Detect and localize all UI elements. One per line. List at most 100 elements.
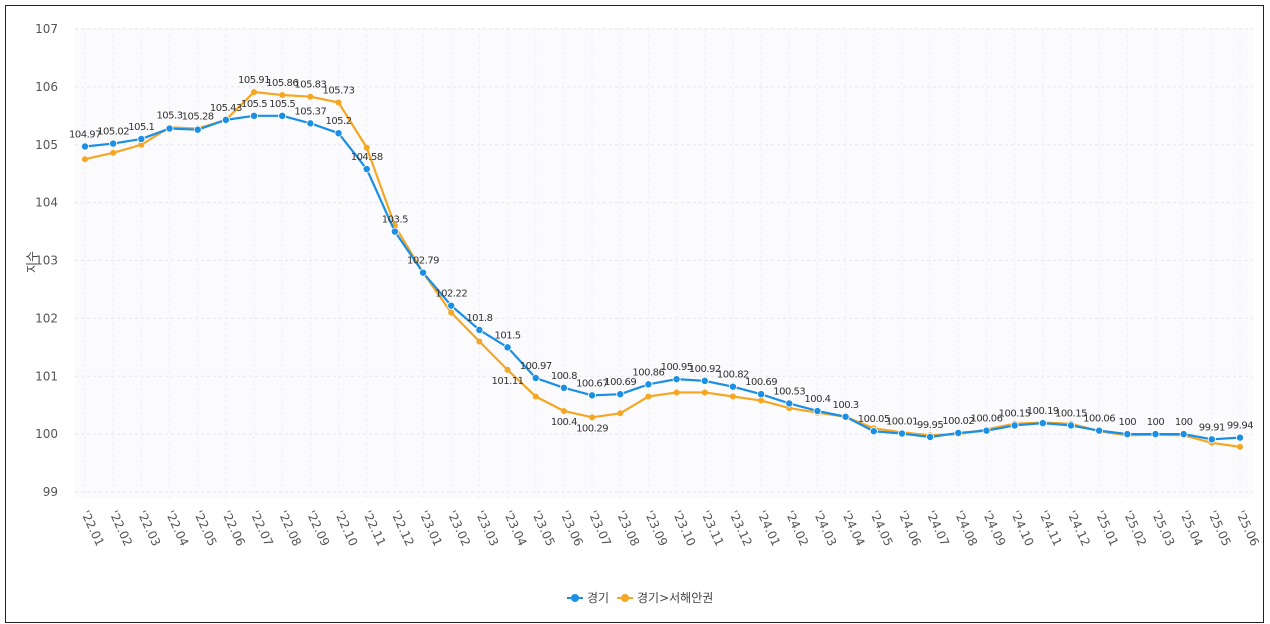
data-point — [560, 407, 567, 414]
data-label: 100.02 — [942, 416, 974, 427]
x-tick-label: '23.04 — [501, 508, 530, 548]
data-point — [617, 410, 624, 417]
x-tick-label: '22.04 — [163, 508, 192, 548]
data-point — [1123, 430, 1132, 439]
x-tick-label: '22.07 — [247, 508, 276, 548]
x-tick-label: '24.05 — [867, 508, 896, 548]
data-point — [504, 366, 511, 373]
legend-label: 경기>서해안권 — [637, 591, 713, 605]
data-point — [532, 393, 539, 400]
data-point — [559, 383, 568, 392]
x-tick-label: '23.03 — [473, 508, 502, 548]
legend-label: 경기 — [587, 591, 609, 605]
data-label: 102.79 — [407, 256, 439, 267]
x-tick-label: '23.05 — [529, 508, 558, 548]
data-point — [897, 429, 906, 438]
data-point — [701, 389, 708, 396]
data-label: 101.8 — [466, 313, 492, 324]
x-tick-label: '24.03 — [811, 508, 840, 548]
series-line — [84, 114, 1241, 441]
x-tick-label: '24.06 — [895, 508, 924, 548]
y-tick-label: 102 — [35, 311, 58, 325]
data-point — [672, 375, 681, 384]
data-label: 105.83 — [294, 80, 326, 91]
x-tick-label: '24.12 — [1064, 508, 1093, 548]
data-point — [841, 412, 850, 421]
data-point — [137, 134, 146, 143]
data-point — [982, 426, 991, 435]
data-point — [813, 406, 822, 415]
data-point — [81, 142, 90, 151]
data-label: 105.5 — [241, 99, 267, 110]
data-label: 105.28 — [182, 112, 214, 123]
x-tick-label: '25.05 — [1205, 508, 1234, 548]
data-label: 100.3 — [833, 400, 859, 411]
data-point — [193, 125, 202, 134]
data-label: 100.8 — [551, 371, 577, 382]
y-axis-title: 지수 — [25, 251, 39, 273]
data-label: 100.15 — [1055, 408, 1087, 419]
data-point — [1236, 433, 1245, 442]
data-label: 100.67 — [576, 378, 608, 389]
x-tick-label: '23.10 — [670, 508, 699, 548]
x-tick-label: '23.08 — [614, 508, 643, 548]
data-point — [589, 414, 596, 421]
y-tick-label: 101 — [35, 369, 58, 383]
y-tick-label: 100 — [35, 427, 58, 441]
data-point — [335, 99, 342, 106]
y-tick-label: 99 — [43, 485, 58, 499]
data-point — [1237, 443, 1243, 450]
data-label: 100.06 — [970, 414, 1002, 425]
data-label: 101.5 — [494, 330, 520, 341]
data-label: 100.86 — [632, 367, 664, 378]
data-label: 100.82 — [717, 370, 749, 381]
x-tick-label: '23.12 — [726, 508, 755, 548]
x-tick-label: '25.06 — [1233, 508, 1262, 548]
y-tick-label: 104 — [35, 196, 58, 210]
x-tick-label: '22.05 — [191, 508, 220, 548]
data-point — [673, 389, 680, 396]
x-tick-label: '22.01 — [78, 508, 107, 548]
data-label: 100 — [1147, 417, 1165, 428]
data-point — [250, 111, 259, 120]
data-label: 100.69 — [745, 377, 777, 388]
legend-swatch-marker — [571, 594, 579, 602]
data-label: 104.58 — [351, 152, 383, 163]
data-label: 100.19 — [1027, 406, 1059, 417]
data-point — [390, 227, 399, 236]
x-tick-label: '22.12 — [388, 508, 417, 548]
x-tick-label: '25.03 — [1149, 508, 1178, 548]
data-point — [1207, 435, 1216, 444]
data-point — [251, 89, 258, 96]
y-tick-label: 107 — [35, 22, 58, 36]
data-point — [278, 111, 287, 120]
data-label: 105.1 — [128, 122, 154, 133]
data-label: 105.5 — [269, 99, 295, 110]
x-tick-label: '24.04 — [839, 508, 868, 548]
data-label: 99.95 — [917, 420, 943, 431]
data-point — [531, 373, 540, 382]
x-tick-label: '22.06 — [219, 508, 248, 548]
data-label: 100.15 — [999, 408, 1031, 419]
x-tick-label: '22.09 — [304, 508, 333, 548]
data-point — [1179, 430, 1188, 439]
x-tick-label: '23.01 — [416, 508, 445, 548]
data-label: 105.37 — [294, 106, 326, 117]
data-point — [363, 144, 370, 151]
data-label: 105.86 — [266, 78, 298, 89]
x-tick-label: '24.08 — [952, 508, 981, 548]
data-point — [503, 343, 512, 352]
x-tick-label: '25.04 — [1177, 508, 1206, 548]
data-label: 100.95 — [661, 362, 693, 373]
data-label: 102.22 — [435, 289, 467, 300]
data-point — [588, 391, 597, 400]
x-tick-label: '23.06 — [557, 508, 586, 548]
data-point — [758, 397, 765, 404]
x-tick-label: '25.01 — [1092, 508, 1121, 548]
data-label: 99.94 — [1227, 421, 1253, 432]
x-tick-label: '23.07 — [585, 508, 614, 548]
data-point — [448, 309, 455, 316]
x-tick-label: '23.02 — [445, 508, 474, 548]
data-point — [1010, 421, 1019, 430]
data-point — [1151, 430, 1160, 439]
